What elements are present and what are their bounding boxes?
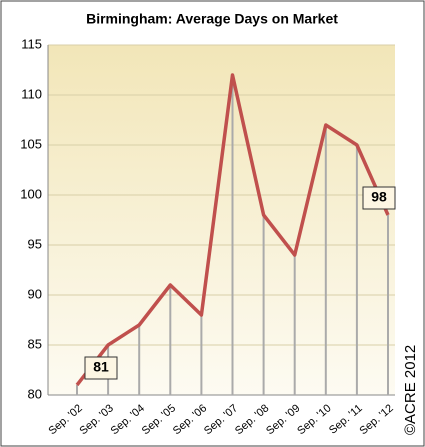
value-label-box [84,356,118,380]
chart-title: Birmingham: Average Days on Market [86,11,338,27]
plot-area [48,45,395,395]
value-label: 98 [371,189,387,205]
y-tick-label: 100 [20,186,42,201]
value-label: 81 [93,359,109,375]
y-tick-label: 80 [28,386,42,401]
y-tick-label: 85 [28,336,42,351]
copyright: ©ACRE 2012 [402,345,419,435]
y-tick-label: 90 [28,286,42,301]
y-tick-label: 95 [28,236,42,251]
value-label-box [362,186,396,210]
y-tick-label: 105 [20,136,42,151]
data-line [75,73,390,387]
y-tick-label: 115 [21,36,42,51]
y-tick-label: 110 [21,86,42,101]
